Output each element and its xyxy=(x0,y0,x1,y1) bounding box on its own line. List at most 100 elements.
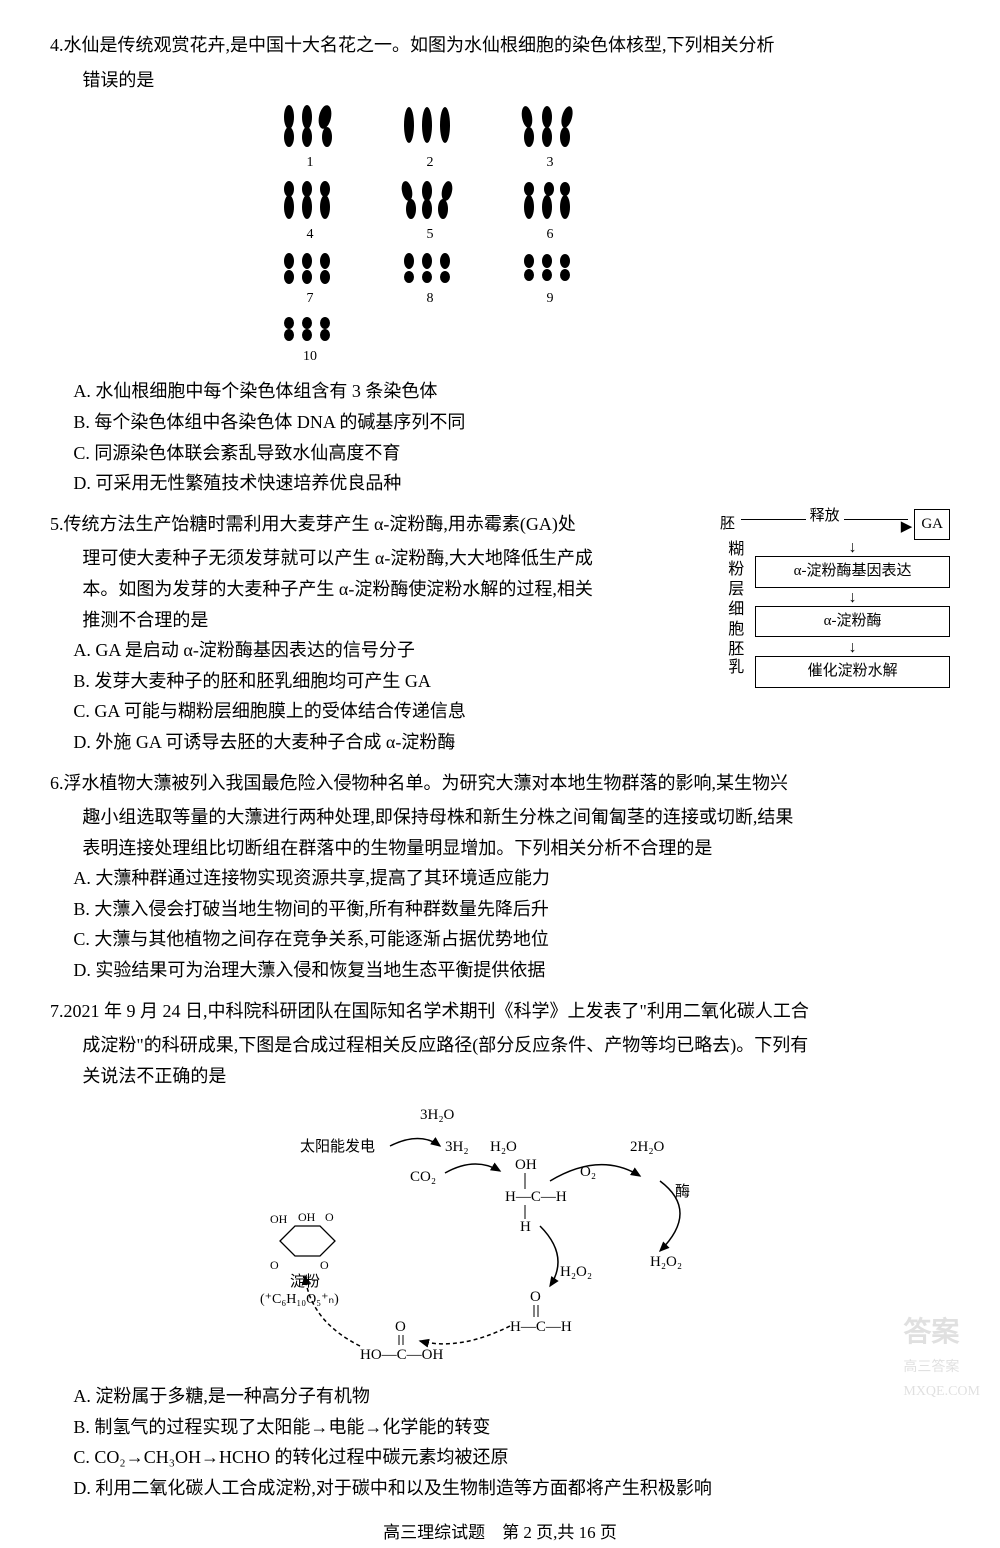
q7-stem3: 关说法不正确的是 xyxy=(50,1061,950,1092)
q5-flowchart: 胚 释放 ▶ GA 糊粉层细胞 ↓ α-淀粉酶基因表达 ↓ α-淀粉酶 胚乳 xyxy=(720,509,950,690)
q6-optA: A. 大薸种群通过连接物实现资源共享,提高了其环境适应能力 xyxy=(50,863,950,894)
svg-text:OH: OH xyxy=(515,1157,537,1173)
svg-text:H₂O₂: H₂O₂ xyxy=(560,1264,592,1280)
reaction-pathway-icon: 3H₂O 太阳能发电 3H₂ CO₂ H₂O OH H—C—H H O₂ 2H₂… xyxy=(240,1101,760,1361)
watermark-l3: MXQE.COM xyxy=(903,1380,980,1404)
page-footer: 高三理综试题 第 2 页,共 16 页 xyxy=(50,1519,950,1548)
q4-optB: B. 每个染色体组中各染色体 DNA 的碱基序列不同 xyxy=(50,407,950,438)
q7-stem-line1: 7.2021 年 9 月 24 日,中科院科研团队在国际知名学术期刊《科学》上发… xyxy=(50,996,950,1027)
question-7: 7.2021 年 9 月 24 日,中科院科研团队在国际知名学术期刊《科学》上发… xyxy=(50,996,950,1504)
q5-stem1: 传统方法生产饴糖时需利用大麦芽产生 α-淀粉酶,用赤霉素(GA)处 xyxy=(64,514,576,534)
svg-text:太阳能发电: 太阳能发电 xyxy=(300,1138,375,1155)
kary-group-8: 8 xyxy=(390,251,470,311)
chrom-4-icon xyxy=(275,179,345,223)
q5-stem3: 本。如图为发芽的大麦种子产生 α-淀粉酶使淀粉水解的过程,相关 xyxy=(50,574,710,605)
svg-text:O: O xyxy=(530,1289,541,1305)
chrom-6-icon xyxy=(515,179,585,223)
q7-optC: C. CO₂→CH₃OH→HCHO 的转化过程中碳元素均被还原 xyxy=(50,1442,950,1473)
flow-box4: 催化淀粉水解 xyxy=(755,656,950,688)
q5-stem-line1: 5.传统方法生产饴糖时需利用大麦芽产生 α-淀粉酶,用赤霉素(GA)处 xyxy=(50,509,710,540)
q6-stem1: 浮水植物大薸被列入我国最危险入侵物种名单。为研究大薸对本地生物群落的影响,某生物… xyxy=(64,773,789,793)
kary-label-6: 6 xyxy=(510,223,590,247)
kary-group-4: 4 xyxy=(270,179,350,247)
kary-row-1: 1 2 3 xyxy=(270,103,950,175)
svg-text:淀粉: 淀粉 xyxy=(290,1273,320,1290)
q4-stem1: 水仙是传统观赏花卉,是中国十大名花之一。如图为水仙根细胞的染色体核型,下列相关分… xyxy=(64,35,775,55)
q7-optD: D. 利用二氧化碳人工合成淀粉,对于碳中和以及生物制造等方面都将产生积极影响 xyxy=(50,1473,950,1504)
flow-peiru-label: 胚乳 xyxy=(720,640,747,690)
svg-text:O: O xyxy=(325,1210,334,1224)
q6-optD: D. 实验结果可为治理大薸入侵和恢复当地生态平衡提供依据 xyxy=(50,955,950,986)
svg-text:H₂O: H₂O xyxy=(490,1139,517,1155)
watermark-l1: 答案 xyxy=(903,1309,980,1357)
q5-optC: C. GA 可能与糊粉层细胞膜上的受体结合传递信息 xyxy=(50,696,710,727)
q7-optA: A. 淀粉属于多糖,是一种高分子有机物 xyxy=(50,1381,950,1412)
q7-num: 7. xyxy=(50,1001,64,1021)
kary-group-9: 9 xyxy=(510,251,590,311)
kary-label-9: 9 xyxy=(510,287,590,311)
svg-text:OH: OH xyxy=(298,1210,316,1224)
svg-text:H—C—H: H—C—H xyxy=(505,1189,567,1205)
q4-stem-line1: 4.水仙是传统观赏花卉,是中国十大名花之一。如图为水仙根细胞的染色体核型,下列相… xyxy=(50,30,950,61)
kary-group-1: 1 xyxy=(270,103,350,175)
kary-label-8: 8 xyxy=(390,287,470,311)
arrow-down-icon: ↓ xyxy=(755,590,950,606)
q6-optC: C. 大薸与其他植物之间存在竞争关系,可能逐渐占据优势地位 xyxy=(50,924,950,955)
chrom-3-icon xyxy=(515,103,585,151)
kary-group-6: 6 xyxy=(510,179,590,247)
svg-text:(⁺C₆H₁₀O₅⁺ₙ): (⁺C₆H₁₀O₅⁺ₙ) xyxy=(260,1292,339,1307)
q4-stem2: 错误的是 xyxy=(50,65,950,96)
chrom-9-icon xyxy=(515,251,585,287)
q7-stem1: 2021 年 9 月 24 日,中科院科研团队在国际知名学术期刊《科学》上发表了… xyxy=(64,1001,809,1021)
q6-optB: B. 大薸入侵会打破当地生物间的平衡,所有种群数量先降后升 xyxy=(50,894,950,925)
q5-optB: B. 发芽大麦种子的胚和胚乳细胞均可产生 GA xyxy=(50,666,710,697)
svg-text:H: H xyxy=(520,1219,531,1235)
kary-row-2: 4 5 6 xyxy=(270,179,950,247)
svg-text:H₂O₂: H₂O₂ xyxy=(650,1254,682,1270)
svg-text:H—C—H: H—C—H xyxy=(510,1319,572,1335)
q4-optA: A. 水仙根细胞中每个染色体组含有 3 条染色体 xyxy=(50,376,950,407)
kary-label-4: 4 xyxy=(270,223,350,247)
kary-row-3: 7 8 9 xyxy=(270,251,950,311)
kary-group-2: 2 xyxy=(390,103,470,175)
svg-text:2H₂O: 2H₂O xyxy=(630,1139,665,1155)
arrow-down-icon: ↓ xyxy=(755,640,950,656)
svg-text:CO₂: CO₂ xyxy=(410,1169,436,1185)
svg-text:3H₂: 3H₂ xyxy=(445,1139,469,1155)
q6-num: 6. xyxy=(50,773,64,793)
svg-text:酶: 酶 xyxy=(675,1183,690,1200)
kary-group-5: 5 xyxy=(390,179,470,247)
svg-text:O: O xyxy=(395,1319,406,1335)
q6-stem3: 表明连接处理组比切断组在群落中的生物量明显增加。下列相关分析不合理的是 xyxy=(50,833,950,864)
kary-label-7: 7 xyxy=(270,287,350,311)
kary-group-3: 3 xyxy=(510,103,590,175)
kary-group-10: 10 xyxy=(270,315,350,369)
kary-label-3: 3 xyxy=(510,151,590,175)
q7-stem2: 成淀粉"的科研成果,下图是合成过程相关反应路径(部分反应条件、产物等均已略去)。… xyxy=(50,1030,950,1061)
q7-reaction-diagram: 3H₂O 太阳能发电 3H₂ CO₂ H₂O OH H—C—H H O₂ 2H₂… xyxy=(240,1101,760,1371)
svg-text:HO—C—OH: HO—C—OH xyxy=(360,1347,444,1361)
kary-group-7: 7 xyxy=(270,251,350,311)
q4-optC: C. 同源染色体联会紊乱导致水仙高度不育 xyxy=(50,438,950,469)
chrom-2-icon xyxy=(395,103,465,151)
q5-stem2: 理可使大麦种子无须发芽就可以产生 α-淀粉酶,大大地降低生产成 xyxy=(50,543,710,574)
kary-row-4: 10 xyxy=(270,315,950,369)
question-5: 5.传统方法生产饴糖时需利用大麦芽产生 α-淀粉酶,用赤霉素(GA)处 理可使大… xyxy=(50,509,950,758)
flow-box3: α-淀粉酶 xyxy=(755,606,950,638)
question-6: 6.浮水植物大薸被列入我国最危险入侵物种名单。为研究大薸对本地生物群落的影响,某… xyxy=(50,768,950,986)
chrom-10-icon xyxy=(275,315,345,345)
flow-pei-label: 胚 xyxy=(720,512,735,538)
svg-text:O₂: O₂ xyxy=(580,1164,596,1180)
flow-box2: α-淀粉酶基因表达 xyxy=(755,556,950,588)
flow-release-label: 释放 xyxy=(806,508,844,524)
kary-label-10: 10 xyxy=(270,345,350,369)
q4-optD: D. 可采用无性繁殖技术快速培养优良品种 xyxy=(50,468,950,499)
karyotype-figure: 1 2 3 4 5 6 xyxy=(270,103,950,368)
q5-text-block: 5.传统方法生产饴糖时需利用大麦芽产生 α-淀粉酶,用赤霉素(GA)处 理可使大… xyxy=(50,509,710,758)
kary-label-2: 2 xyxy=(390,151,470,175)
q5-optD: D. 外施 GA 可诱导去胚的大麦种子合成 α-淀粉酶 xyxy=(50,727,710,758)
watermark: 答案 高三答案 MXQE.COM xyxy=(903,1309,980,1404)
q5-stem4: 推测不合理的是 xyxy=(50,605,710,636)
question-4: 4.水仙是传统观赏花卉,是中国十大名花之一。如图为水仙根细胞的染色体核型,下列相… xyxy=(50,30,950,499)
chrom-1-icon xyxy=(275,103,345,151)
